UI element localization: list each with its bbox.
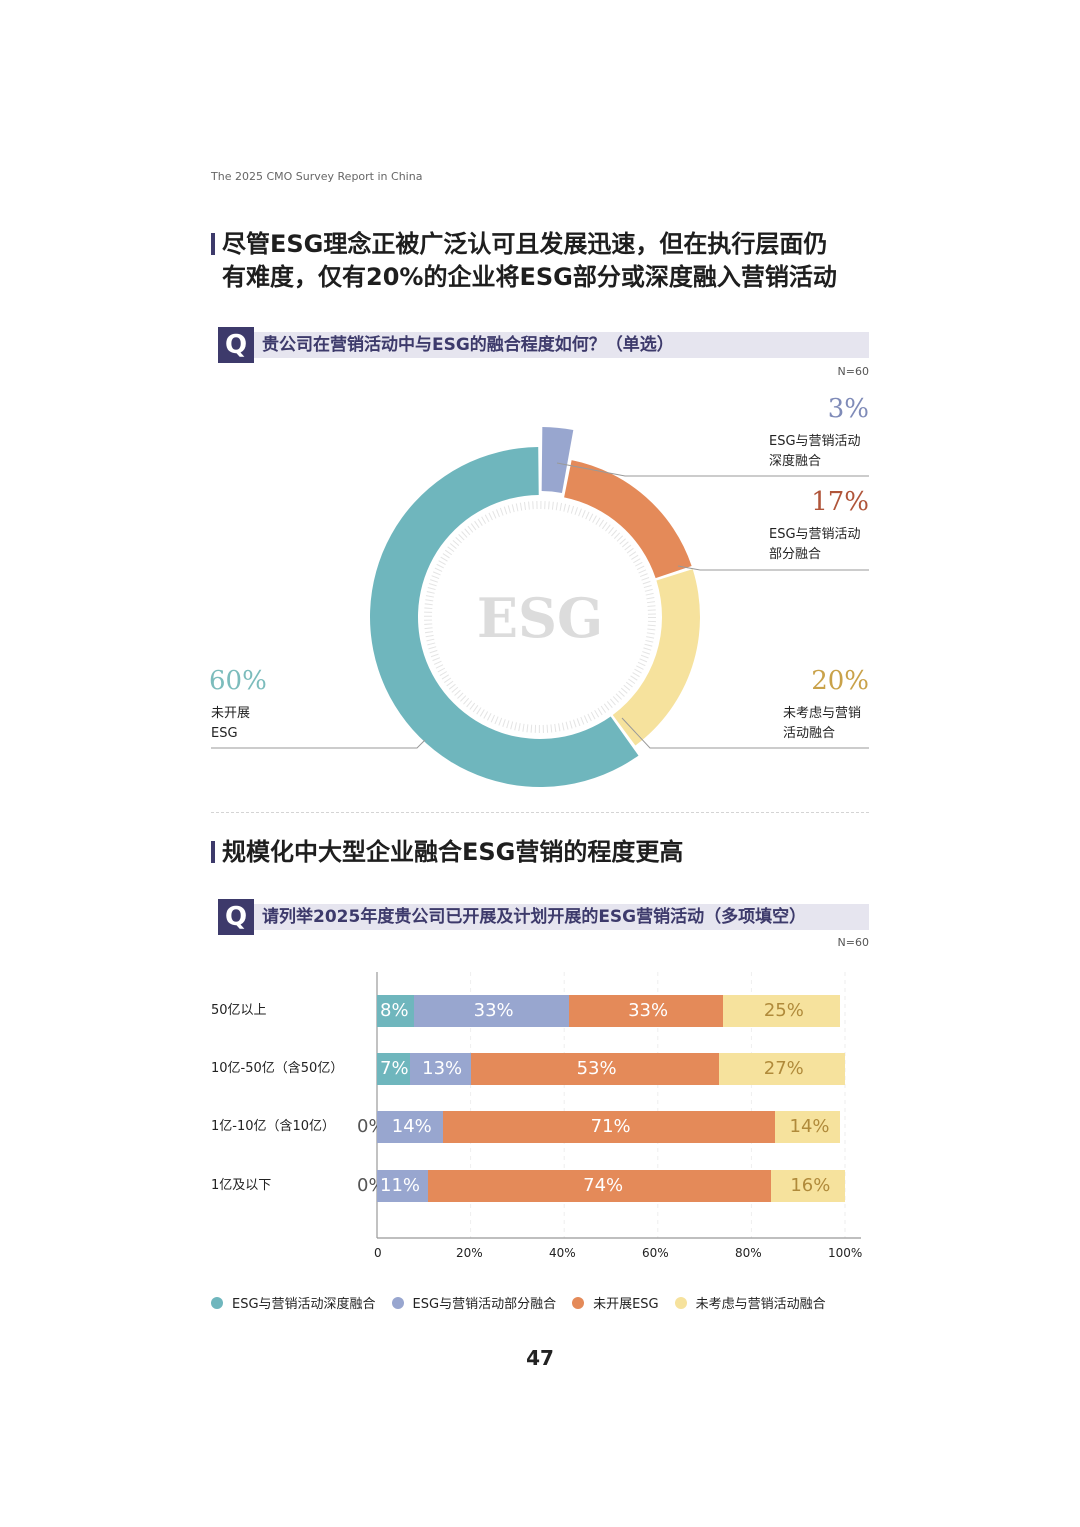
x-tick-100: 100% bbox=[828, 1246, 863, 1260]
bar-value-label: 13% bbox=[422, 1058, 463, 1079]
bar-value-label: 25% bbox=[763, 1000, 804, 1021]
callout-label-deep: ESG与营销活动 深度融合 bbox=[769, 434, 861, 469]
x-tick-60: 60% bbox=[642, 1246, 669, 1260]
x-tick-40: 40% bbox=[549, 1246, 576, 1260]
donut-center-label: ESG bbox=[477, 586, 603, 650]
callout-label-notstarted: 未开展 ESG bbox=[211, 706, 251, 741]
legend-dot-icon bbox=[572, 1296, 585, 1309]
bar-segment: 53% bbox=[470, 1053, 719, 1085]
bar-segment: 71% bbox=[442, 1111, 775, 1143]
legend-item-partial: ESG与营销活动部分融合 bbox=[391, 1293, 556, 1312]
category-label: 1亿及以下 bbox=[211, 1178, 272, 1193]
legend-dot-icon bbox=[674, 1296, 687, 1309]
callout-pct-partial: 17% bbox=[811, 487, 869, 517]
inner-dash-ring bbox=[424, 501, 656, 733]
leader-line-17pct bbox=[677, 565, 869, 571]
leader-line-20pct bbox=[621, 717, 869, 749]
report-header: The 2025 CMO Survey Report in China bbox=[211, 170, 423, 183]
donut-segment bbox=[541, 427, 574, 493]
section2-headline: 规模化中大型企业融合ESG营销的程度更高 bbox=[211, 836, 871, 869]
callout-label-notconsidered: 未考虑与营销 活动融合 bbox=[783, 706, 862, 741]
bar-segment: 14% bbox=[774, 1111, 841, 1143]
sample-size-label: N=60 bbox=[837, 365, 869, 378]
category-label: 10亿-50亿（含50亿） bbox=[211, 1061, 344, 1076]
bar-segment: 13% bbox=[409, 1053, 471, 1085]
x-tick-20: 20% bbox=[456, 1246, 483, 1260]
bar-row: 11% 74% 16% bbox=[377, 1170, 846, 1202]
bar-segment: 33% bbox=[414, 995, 569, 1027]
bar-segment: 25% bbox=[723, 995, 841, 1027]
callout-pct-notconsidered: 20% bbox=[811, 666, 869, 696]
headline-line-1: 尽管ESG理念正被广泛认可且发展迅速，但在执行层面仍 bbox=[222, 230, 828, 258]
donut-segments bbox=[370, 427, 700, 787]
bar-segment: 11% bbox=[377, 1170, 428, 1202]
x-tick-0: 0 bbox=[374, 1246, 382, 1260]
bar-segment: 33% bbox=[568, 995, 724, 1027]
question-text: 贵公司在营销活动中与ESG的融合程度如何？（单选） bbox=[262, 335, 674, 355]
sample-size-label: N=60 bbox=[837, 936, 869, 949]
donut-chart: ESG bbox=[211, 427, 869, 787]
bar-row: 8% 33% 33% 25% bbox=[377, 995, 845, 1027]
bar-value-label: 14% bbox=[789, 1116, 830, 1137]
legend-item-notconsidered: 未考虑与营销活动融合 bbox=[674, 1293, 826, 1312]
category-label: 1亿-10亿（含10亿） bbox=[211, 1119, 336, 1134]
bar-segment: 14% bbox=[377, 1111, 443, 1143]
chart-legend: ESG与营销活动深度融合 ESG与营销活动部分融合 未开展ESG 未考虑与营销活… bbox=[211, 1293, 826, 1312]
bar-value-label: 8% bbox=[380, 1000, 409, 1021]
legend-dot-icon bbox=[211, 1296, 223, 1309]
bar-value-label: 33% bbox=[473, 1000, 514, 1021]
legend-item-notstarted: 未开展ESG bbox=[572, 1293, 659, 1312]
page-number: 47 bbox=[526, 1346, 554, 1370]
leader-line-3pct bbox=[556, 462, 869, 477]
bar-value-label: 53% bbox=[576, 1058, 617, 1079]
bar-value-label: 7% bbox=[380, 1058, 409, 1079]
bar-value-label: 14% bbox=[391, 1116, 432, 1137]
section-divider bbox=[211, 812, 869, 813]
donut-segment bbox=[370, 447, 639, 787]
question-q-icon: Q bbox=[218, 327, 254, 363]
bar-value-label: 71% bbox=[590, 1116, 631, 1137]
callout-label-partial: ESG与营销活动 部分融合 bbox=[769, 527, 861, 562]
headline-text: 规模化中大型企业融合ESG营销的程度更高 bbox=[222, 838, 684, 866]
bar-value-label: 27% bbox=[763, 1058, 804, 1079]
question-band-2: Q 请列举2025年度贵公司已开展及计划开展的ESG营销活动（多项填空） bbox=[218, 899, 869, 935]
question-q-icon: Q bbox=[218, 899, 254, 935]
bar-segment: 7% bbox=[377, 1053, 410, 1085]
legend-dot-icon bbox=[391, 1296, 404, 1309]
bar-segment: 27% bbox=[718, 1053, 845, 1085]
bar-segment: 8% bbox=[377, 995, 415, 1027]
bar-value-label: 11% bbox=[380, 1175, 421, 1196]
bar-value-label: 33% bbox=[628, 1000, 669, 1021]
bar-value-label: 74% bbox=[583, 1175, 624, 1196]
category-label: 50亿以上 bbox=[211, 1003, 267, 1018]
legend-item-deep: ESG与营销活动深度融合 bbox=[211, 1293, 376, 1312]
question-band-1: Q 贵公司在营销活动中与ESG的融合程度如何？（单选） bbox=[218, 327, 869, 363]
bar-segment: 16% bbox=[770, 1170, 846, 1202]
donut-segment bbox=[564, 460, 692, 579]
section1-headline: 尽管ESG理念正被广泛认可且发展迅速，但在执行层面仍 有难度，仅有20%的企业将… bbox=[211, 228, 871, 294]
donut-segment bbox=[612, 569, 700, 746]
x-tick-80: 80% bbox=[735, 1246, 762, 1260]
leader-line-60pct bbox=[211, 739, 426, 749]
callout-pct-notstarted: 60% bbox=[209, 666, 267, 696]
bar-row: 7% 13% 53% 27% bbox=[377, 1053, 845, 1085]
headline-accent-bar bbox=[211, 233, 215, 255]
headline-line-2: 有难度，仅有20%的企业将ESG部分或深度融入营销活动 bbox=[222, 263, 837, 291]
bar-row: 14% 71% 14% bbox=[377, 1111, 845, 1143]
headline-accent-bar bbox=[211, 841, 215, 863]
bar-value-label: 16% bbox=[790, 1175, 831, 1196]
bar-segment: 74% bbox=[427, 1170, 771, 1202]
callout-pct-deep: 3% bbox=[827, 394, 869, 424]
question-text: 请列举2025年度贵公司已开展及计划开展的ESG营销活动（多项填空） bbox=[262, 907, 807, 927]
